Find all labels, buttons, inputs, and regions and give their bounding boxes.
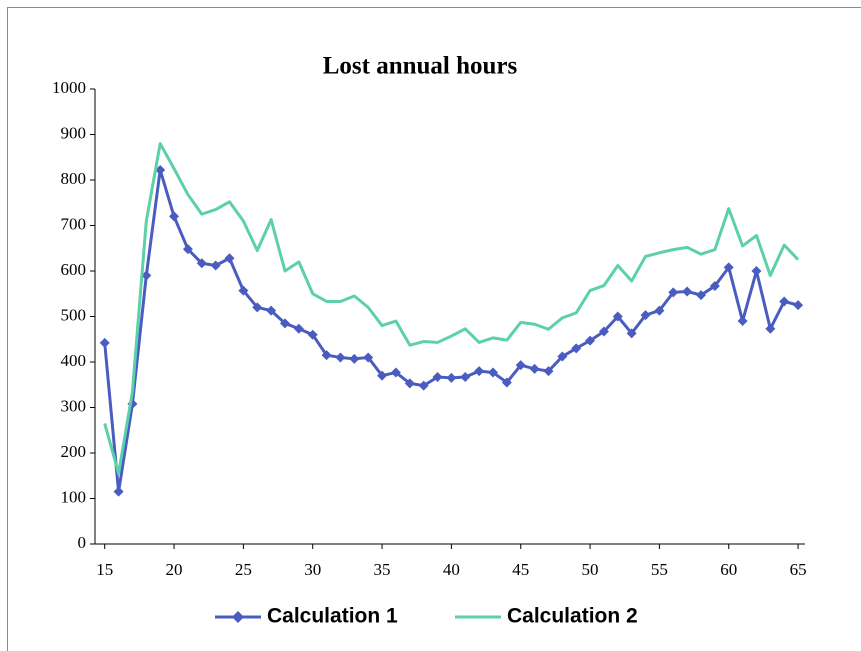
point-marker — [737, 316, 748, 327]
point-marker — [196, 258, 207, 269]
point-marker — [99, 337, 110, 348]
y-tick-label: 700 — [61, 214, 87, 233]
y-tick-label: 100 — [61, 487, 87, 506]
x-tick-label: 25 — [235, 560, 252, 579]
point-marker — [612, 311, 623, 322]
point-marker — [224, 253, 235, 264]
point-marker — [141, 270, 152, 281]
point-marker — [418, 380, 429, 391]
y-tick-label: 600 — [61, 260, 87, 279]
point-marker — [529, 363, 540, 374]
y-tick-label: 200 — [61, 442, 87, 461]
point-marker — [279, 318, 290, 329]
point-marker — [460, 372, 471, 383]
series-line — [103, 142, 800, 475]
point-marker — [543, 366, 554, 377]
point-marker — [626, 328, 637, 339]
point-marker — [557, 351, 568, 362]
point-marker — [210, 260, 221, 271]
legend-label: Calculation 1 — [267, 605, 398, 628]
point-marker — [779, 296, 790, 307]
point-marker — [238, 285, 249, 296]
y-tick-label: 400 — [61, 351, 87, 370]
x-tick-label: 55 — [651, 560, 668, 579]
series-line — [103, 168, 799, 494]
y-tick-label: 500 — [61, 305, 87, 324]
point-marker — [751, 266, 762, 276]
point-marker — [363, 352, 374, 363]
point-marker — [793, 300, 804, 311]
point-marker — [765, 323, 776, 334]
point-marker — [349, 353, 360, 364]
x-tick-label: 35 — [374, 560, 391, 579]
x-tick-label: 60 — [720, 560, 737, 579]
x-tick-label: 65 — [790, 560, 807, 579]
point-marker — [654, 305, 665, 316]
y-tick-label: 0 — [78, 533, 87, 552]
x-tick-label: 20 — [166, 560, 183, 579]
point-marker — [252, 302, 263, 313]
point-marker — [404, 378, 415, 389]
point-marker — [377, 370, 388, 381]
point-marker — [723, 262, 734, 273]
point-marker — [640, 310, 651, 321]
point-marker — [266, 305, 277, 316]
y-tick-label: 900 — [61, 123, 87, 142]
x-tick-label: 15 — [96, 560, 113, 579]
point-marker — [446, 372, 457, 383]
y-tick-label: 300 — [61, 396, 87, 415]
point-marker — [390, 367, 401, 378]
y-tick-label: 800 — [61, 169, 87, 188]
point-marker — [501, 377, 512, 388]
point-marker — [335, 352, 346, 363]
x-tick-label: 45 — [512, 560, 529, 579]
point-marker — [321, 350, 332, 361]
point-marker — [695, 290, 706, 301]
point-marker — [668, 287, 679, 298]
point-marker — [293, 323, 304, 334]
chart-title: Lost annual hours — [323, 53, 518, 80]
chart-frame — [7, 7, 861, 651]
point-marker — [182, 244, 193, 255]
point-marker — [598, 326, 609, 337]
point-marker — [487, 367, 498, 378]
legend-marker — [232, 611, 244, 623]
point-marker — [474, 366, 485, 377]
point-marker — [585, 335, 596, 346]
point-marker — [682, 286, 693, 297]
y-tick-label: 1000 — [52, 78, 86, 97]
x-tick-label: 30 — [304, 560, 321, 579]
x-tick-label: 40 — [443, 560, 460, 579]
point-marker — [432, 372, 443, 383]
point-marker — [113, 486, 124, 497]
point-marker — [169, 211, 180, 222]
point-marker — [307, 329, 318, 340]
point-marker — [515, 360, 526, 371]
point-marker — [155, 164, 166, 175]
legend-label: Calculation 2 — [507, 605, 638, 628]
x-tick-label: 50 — [582, 560, 599, 579]
point-marker — [571, 343, 582, 354]
point-marker — [709, 281, 720, 292]
